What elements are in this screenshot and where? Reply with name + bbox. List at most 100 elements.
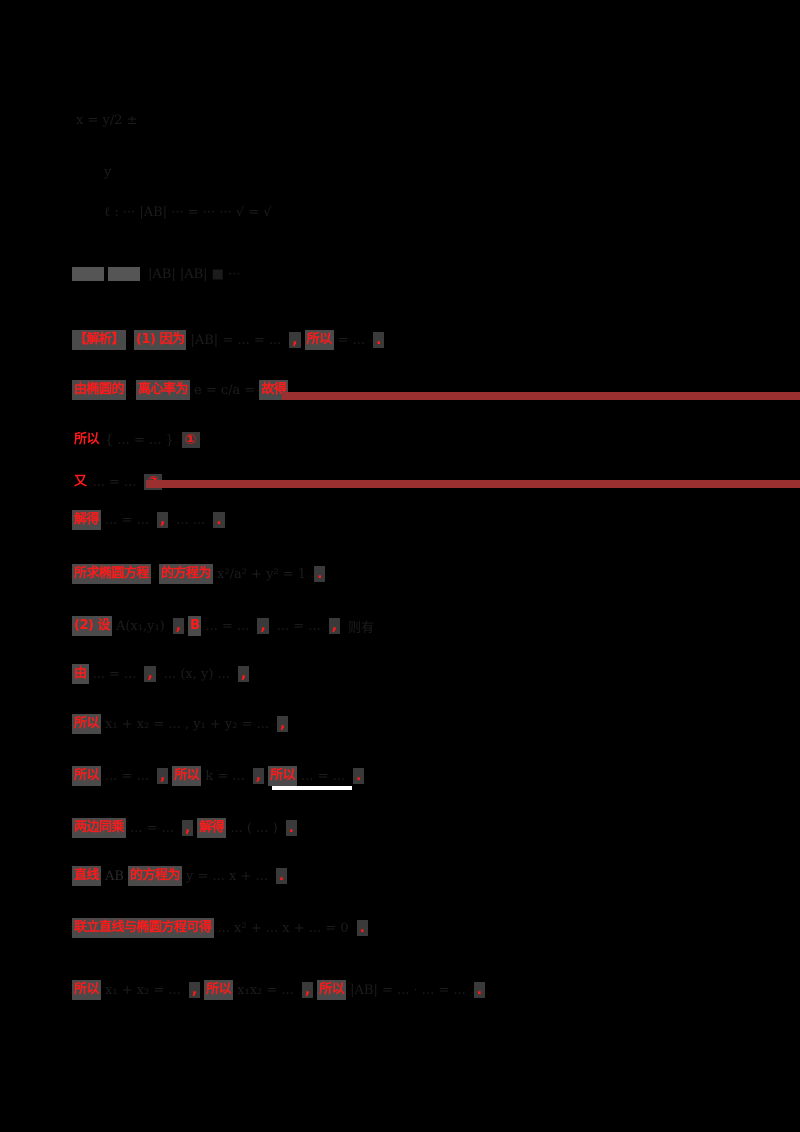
highlight-rule bbox=[282, 392, 800, 400]
period: . bbox=[275, 868, 288, 884]
solution-line-2: 由椭圆的 离心率为 e = c/a = 故得 bbox=[72, 378, 289, 402]
underline-bar bbox=[272, 786, 352, 790]
formula: e = c/a = bbox=[194, 382, 256, 398]
text-label: 所以 bbox=[74, 432, 100, 447]
formula: ℓ : ··· |AB| ··· = ··· ··· √ = √ bbox=[104, 205, 272, 220]
formula-block bbox=[108, 267, 140, 281]
formula: ... ... bbox=[176, 512, 206, 528]
comma: , bbox=[301, 982, 314, 998]
formula: ... = ... bbox=[130, 820, 174, 836]
text-label: 联立直线与椭圆方程可得 bbox=[72, 918, 214, 938]
solution-line-8: 由 ... = ... , ... (x, y) ... , bbox=[72, 662, 253, 686]
formula: x²/a² + y² = 1 bbox=[217, 566, 307, 582]
header-formula-4: |AB| |AB| ■ ··· bbox=[72, 262, 244, 286]
solution-line-1: 【解析】 (1) 因为 |AB| = ... = ... , 所以 = ... … bbox=[72, 328, 388, 352]
solution-line-9: 所以 x₁ + x₂ = ... , y₁ + y₂ = ... , bbox=[72, 712, 292, 736]
text-label: 所以 bbox=[317, 980, 347, 1000]
text-label: 的方程为 bbox=[127, 866, 182, 886]
text-label: 直线 bbox=[72, 866, 102, 886]
formula: x₁ + x₂ = ... bbox=[105, 982, 181, 998]
formula: ... ( ... ) bbox=[230, 820, 278, 836]
header-formula-2: y bbox=[100, 160, 115, 184]
formula: |AB| = ... = ... bbox=[190, 332, 282, 348]
formula: ... (x, y) ... bbox=[163, 666, 230, 682]
circled-number: ① bbox=[181, 432, 200, 448]
comma: , bbox=[257, 618, 269, 634]
solution-line-3: 所以 { ... = ... } ① bbox=[72, 428, 204, 452]
period: . bbox=[213, 512, 225, 528]
comma: , bbox=[328, 618, 341, 634]
formula: ... = ... bbox=[301, 768, 346, 784]
analysis-label: 【解析】 bbox=[72, 330, 127, 350]
solution-line-11: 两边同乘 ... = ... , 解得 ... ( ... ) . bbox=[72, 816, 301, 840]
text-label: 所以 bbox=[268, 766, 298, 786]
comma: , bbox=[188, 982, 201, 998]
header-formula-3: ℓ : ··· |AB| ··· = ··· ··· √ = √ bbox=[100, 200, 276, 224]
comma: , bbox=[277, 716, 289, 732]
formula: ... = ... bbox=[92, 666, 137, 682]
comma: , bbox=[181, 820, 194, 836]
text-label: 由椭圆的 bbox=[72, 380, 127, 400]
formula: { ... = ... } bbox=[105, 432, 174, 448]
period: . bbox=[373, 332, 385, 348]
formula: k = ... bbox=[205, 768, 245, 784]
formula: ... = ... bbox=[205, 618, 250, 634]
comma: , bbox=[172, 618, 185, 634]
text-label: 所以 bbox=[72, 980, 102, 1000]
solution-line-12: 直线 AB 的方程为 y = ... x + ... . bbox=[72, 864, 291, 888]
solution-line-5: 解得 ... = ... , ... ... . bbox=[72, 508, 229, 532]
formula: ... = ... bbox=[92, 474, 137, 490]
formula: A(x₁,y₁) bbox=[115, 618, 165, 634]
formula: |AB| = ... · ... = ... bbox=[350, 982, 466, 998]
comma: , bbox=[156, 512, 169, 528]
step-label: (2) 设 bbox=[72, 616, 112, 636]
text-label: 又 bbox=[74, 474, 87, 489]
formula: x₁x₂ = ... bbox=[237, 982, 294, 998]
text-label: 解得 bbox=[72, 510, 102, 530]
comma: , bbox=[144, 666, 156, 682]
formula: |AB| |AB| ■ ··· bbox=[148, 266, 241, 282]
solution-line-7: (2) 设 A(x₁,y₁) , B ... = ... , ... = ...… bbox=[72, 614, 378, 638]
comma: , bbox=[289, 332, 301, 348]
text-label: 解得 bbox=[197, 818, 227, 838]
text-label: 离心率为 bbox=[136, 380, 191, 400]
text-label: 所以 bbox=[204, 980, 234, 1000]
period: . bbox=[353, 768, 365, 784]
formula-block bbox=[72, 267, 104, 281]
text-label: 由 bbox=[72, 664, 89, 684]
formula: = ... bbox=[337, 332, 366, 348]
text-label: 所以 bbox=[304, 330, 334, 350]
formula: ... = ... bbox=[105, 512, 149, 528]
solution-line-13: 联立直线与椭圆方程可得 ... x² + ... x + ... = 0 . bbox=[72, 916, 372, 940]
text-label: 故得 bbox=[259, 380, 289, 400]
formula: x = y/2 ± bbox=[76, 112, 138, 128]
text-label: 两边同乘 bbox=[72, 818, 127, 838]
formula: x₁ + x₂ = ... , y₁ + y₂ = ... bbox=[105, 716, 270, 732]
formula: AB bbox=[105, 868, 124, 884]
text-label: B bbox=[188, 616, 202, 636]
comma: , bbox=[237, 666, 250, 682]
formula: y = ... x + ... bbox=[185, 868, 268, 884]
step-label: (1) 因为 bbox=[134, 330, 187, 350]
text-label: 的方程为 bbox=[159, 564, 214, 584]
formula: 则有 bbox=[348, 620, 375, 636]
formula: ... = ... bbox=[105, 768, 149, 784]
header-formula-1: x = y/2 ± bbox=[72, 108, 142, 132]
solution-line-14: 所以 x₁ + x₂ = ... , 所以 x₁x₂ = ... , 所以 |A… bbox=[72, 978, 489, 1002]
formula: ... = ... bbox=[276, 618, 321, 634]
text-label: 所以 bbox=[72, 766, 102, 786]
text-label: 所求椭圆方程 bbox=[72, 564, 152, 584]
solution-line-6: 所求椭圆方程 的方程为 x²/a² + y² = 1 . bbox=[72, 562, 329, 586]
text-label: 所以 bbox=[72, 714, 102, 734]
formula: ... x² + ... x + ... = 0 bbox=[217, 920, 349, 936]
period: . bbox=[285, 820, 297, 836]
solution-line-10: 所以 ... = ... , 所以 k = ... , 所以 ... = ...… bbox=[72, 764, 368, 788]
period: . bbox=[314, 566, 326, 582]
comma: , bbox=[252, 768, 265, 784]
period: . bbox=[356, 920, 368, 936]
highlight-rule bbox=[146, 480, 800, 488]
text-label: 所以 bbox=[172, 766, 202, 786]
formula: y bbox=[104, 164, 112, 180]
comma: , bbox=[156, 768, 169, 784]
